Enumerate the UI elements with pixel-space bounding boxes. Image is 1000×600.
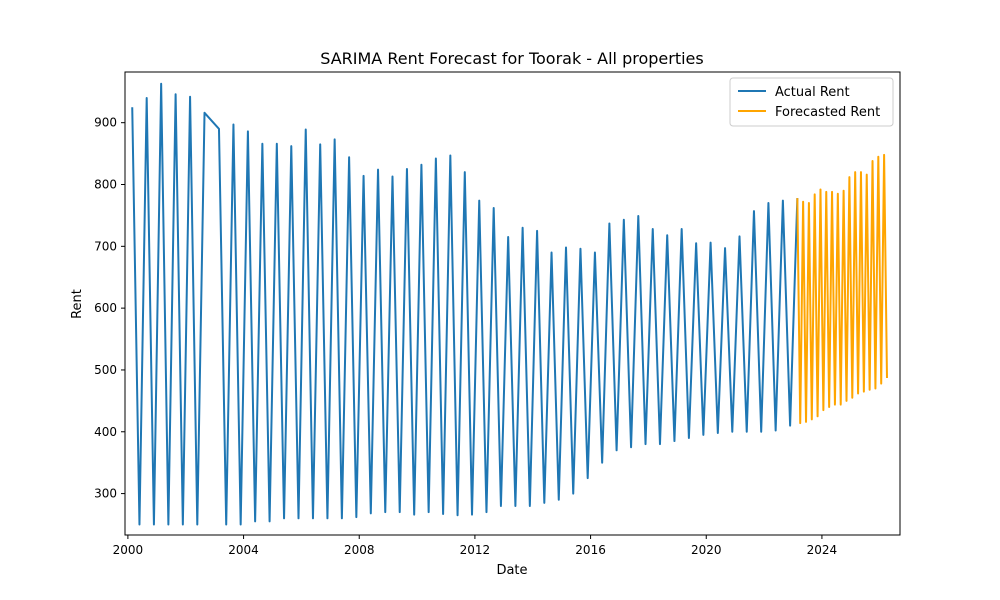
chart-title: SARIMA Rent Forecast for Toorak - All pr… <box>320 49 703 68</box>
legend-box <box>729 77 894 127</box>
y-axis-label: Rent <box>70 289 85 319</box>
plot-area <box>131 82 888 526</box>
y-tick-label: 800 <box>94 178 117 192</box>
x-tick-label: 2016 <box>575 543 606 557</box>
x-tick-label: 2008 <box>344 543 375 557</box>
x-tick-label: 2024 <box>807 543 838 557</box>
x-tick-label: 2012 <box>460 543 491 557</box>
x-axis-label: Date <box>496 563 527 578</box>
x-tick-label: 2000 <box>113 543 144 557</box>
series-line-actual <box>131 82 799 526</box>
series-line-forecast <box>796 153 888 425</box>
y-tick-label: 900 <box>94 116 117 130</box>
y-axis: 300 400 500 600 700 800 900 <box>94 116 125 501</box>
legend-label-actual: Actual Rent <box>775 85 850 100</box>
legend-label-forecast: Forecasted Rent <box>775 105 880 120</box>
y-tick-label: 300 <box>94 487 117 501</box>
y-tick-label: 600 <box>94 301 117 315</box>
x-axis: 2000 2004 2008 2012 2016 2020 2024 <box>113 535 838 557</box>
y-tick-label: 400 <box>94 425 117 439</box>
y-tick-label: 700 <box>94 239 117 253</box>
x-tick-label: 2020 <box>691 543 722 557</box>
y-tick-label: 500 <box>94 363 117 377</box>
plot-frame <box>124 71 901 536</box>
x-tick-label: 2004 <box>228 543 259 557</box>
legend: Actual Rent Forecasted Rent <box>729 77 894 127</box>
